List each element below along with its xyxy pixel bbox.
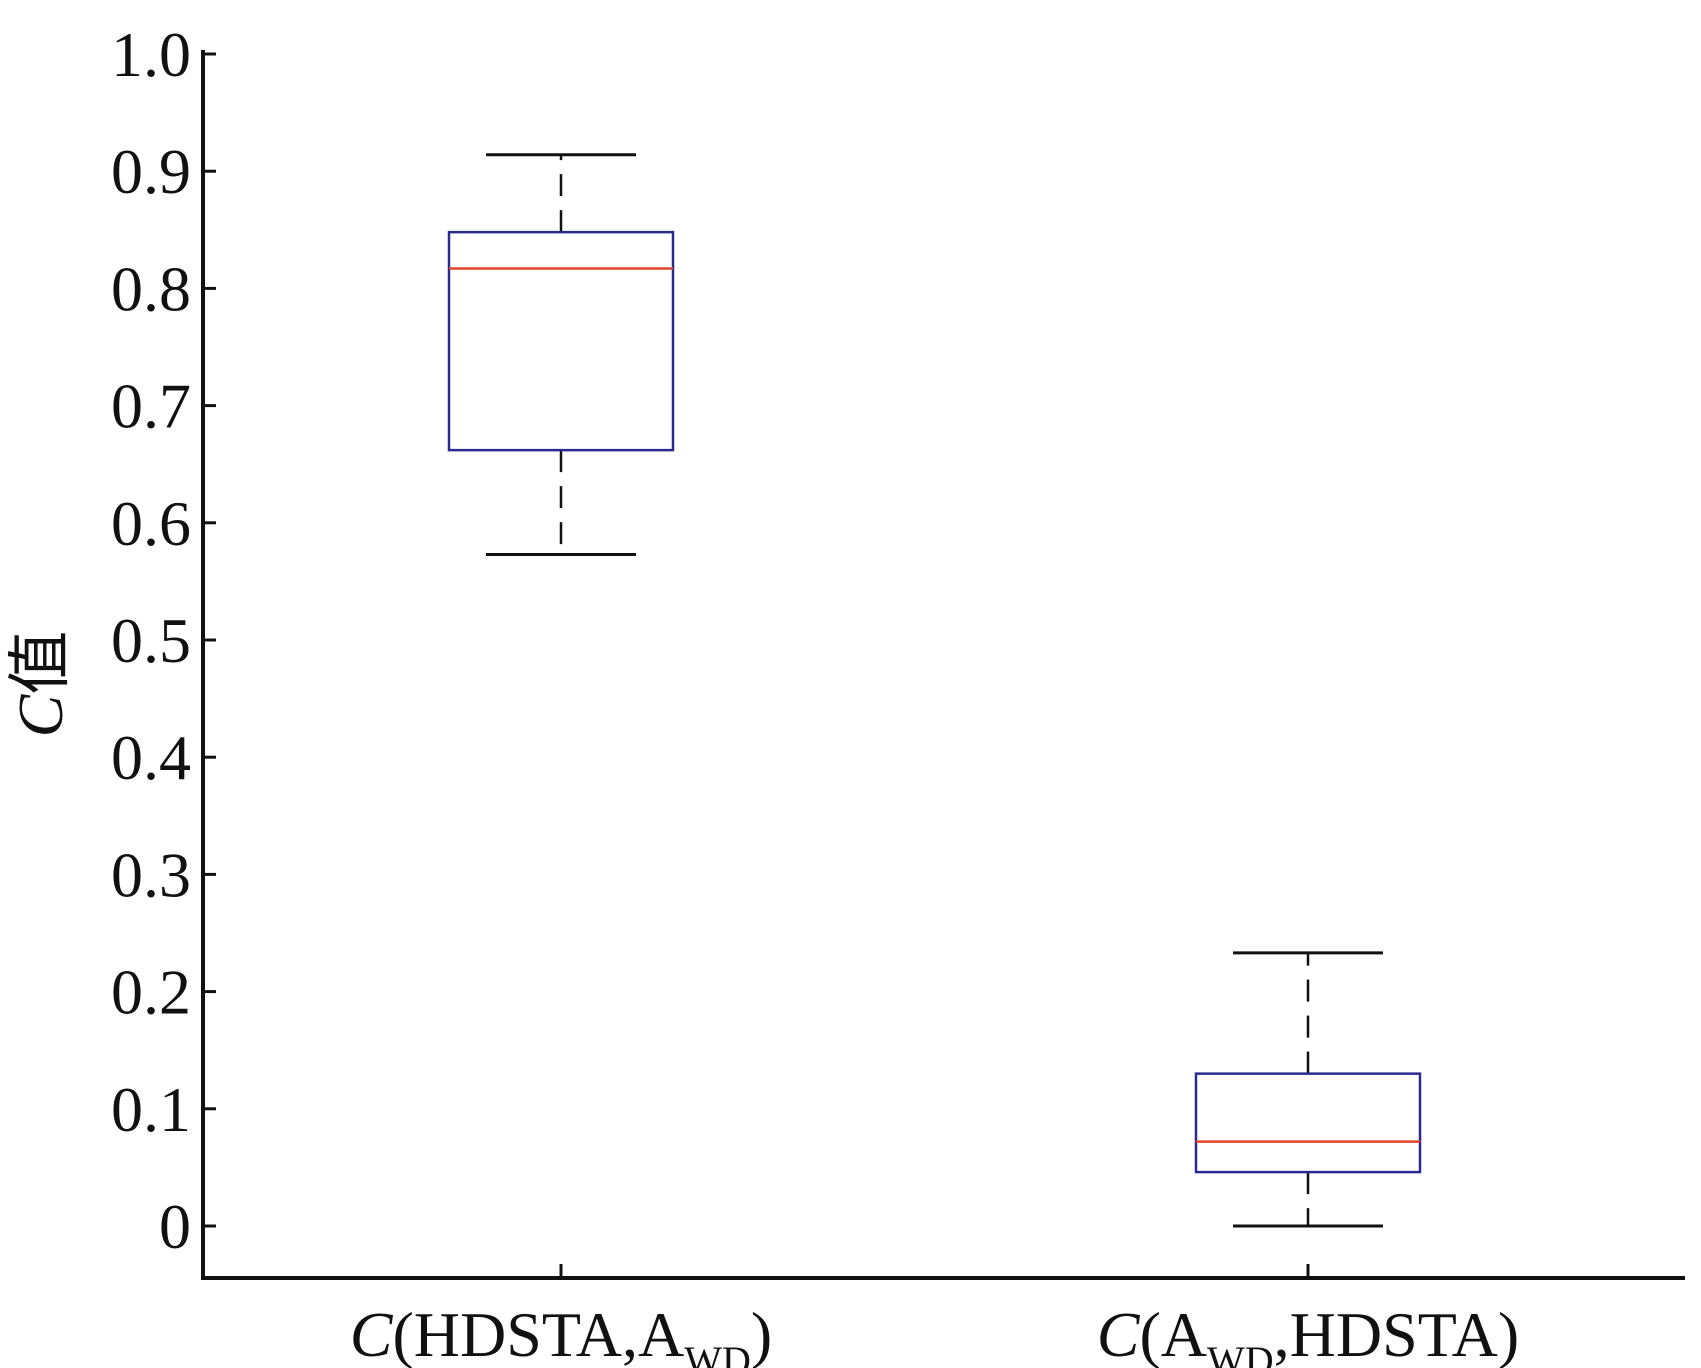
y-tick-label: 0.5 [111, 605, 191, 676]
y-tick-label: 0.2 [111, 957, 191, 1028]
y-tick-label: 0.4 [111, 722, 191, 793]
y-tick-label: 0.3 [111, 839, 191, 910]
iqr-box [447, 230, 675, 452]
y-tick-label: 0.9 [111, 136, 191, 207]
y-axis-label: C值 [5, 631, 76, 738]
x-tick-labels: C(HDSTA,AWD) C(AWD,HDSTA) [350, 1299, 1519, 1368]
x-tick-label: C(HDSTA,AWD) [350, 1299, 772, 1368]
y-ticks: 0 0.1 0.2 0.3 0.4 0.5 0.6 0.7 0.8 0.9 1.0 [111, 19, 216, 1262]
y-tick-label: 0.6 [111, 488, 191, 559]
box-1 [447, 153, 675, 1278]
x-tick-label: C(AWD,HDSTA) [1097, 1299, 1519, 1368]
boxes [447, 153, 1422, 1278]
y-tick-label: 0.7 [111, 371, 191, 442]
y-tick-label: 0 [159, 1191, 191, 1262]
box-2 [1194, 951, 1422, 1278]
axes [201, 50, 1685, 1280]
iqr-box [1194, 1072, 1422, 1174]
y-tick-label: 0.8 [111, 253, 191, 324]
y-tick-label: 0.1 [111, 1074, 191, 1145]
y-tick-label: 1.0 [111, 19, 191, 90]
